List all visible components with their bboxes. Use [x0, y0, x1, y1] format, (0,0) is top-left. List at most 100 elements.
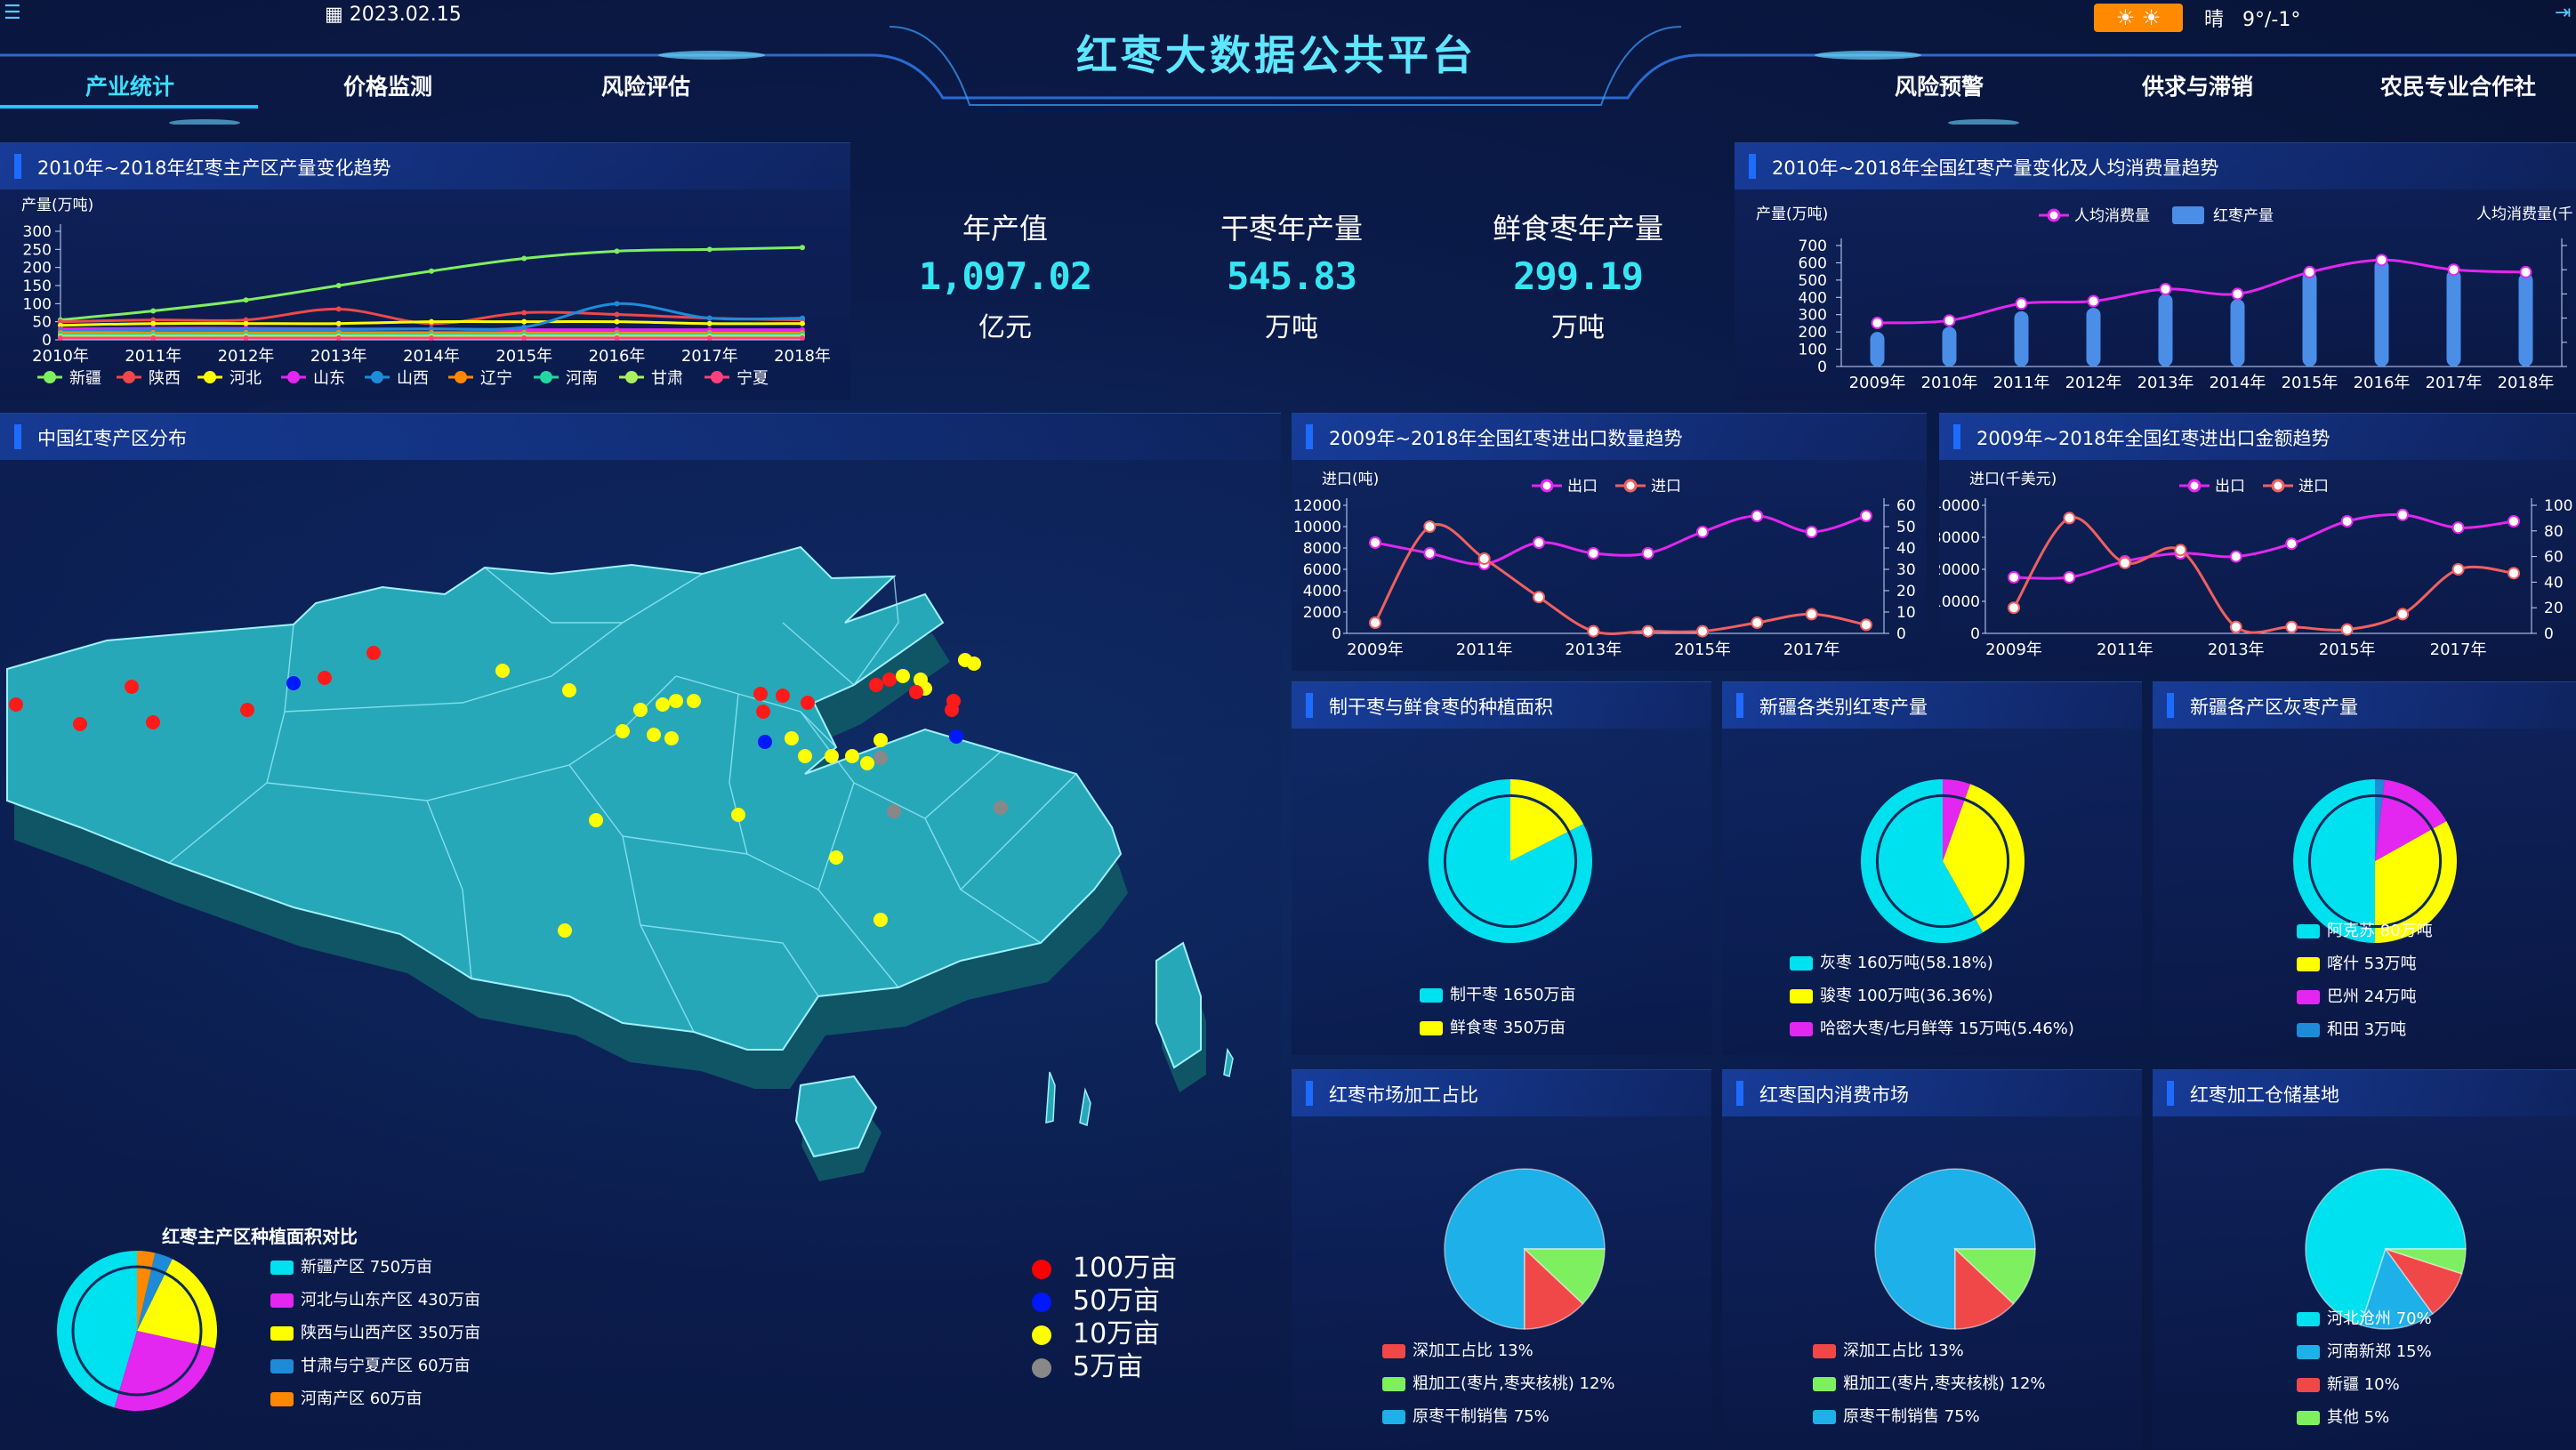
legend-marker: [1540, 479, 1554, 493]
legend-swatch: [1790, 1022, 1813, 1036]
pie-processing: [1444, 1168, 1606, 1330]
panel-title-bar: 2009年~2018年全国红枣进出口数量趋势: [1292, 414, 1927, 460]
legend-swatch: [1382, 1410, 1405, 1424]
legend-label: 新疆产区 750万亩: [301, 1258, 433, 1277]
pie-slice-河北与山东产区 430万亩: [114, 1331, 215, 1411]
y2-axis-label: 人均消费量(千: [2476, 205, 2573, 223]
x-tick-label: 2016年: [589, 347, 646, 366]
pie-legend: 深加工占比 13% 粗加工(枣片,枣夹核桃) 12% 原枣干制销售 75%: [1813, 1338, 2046, 1437]
pie-legend-item: 陕西与山西产区 350万亩: [270, 1320, 480, 1353]
x-tick-label: 2011年: [125, 347, 181, 366]
legend-label: 哈密大枣/七月鲜等 15万吨(5.46%): [1820, 1019, 2074, 1038]
data-point: [2375, 254, 2388, 267]
pie-legend-item: 粗加工(枣片,枣夹核桃) 12%: [1813, 1371, 2046, 1404]
menu-icon[interactable]: ☰: [4, 2, 21, 24]
data-point: [521, 310, 527, 316]
y2-tick-label: 20: [1896, 583, 1916, 600]
stat-label: 鲜食枣年产量: [1492, 212, 1663, 246]
pie-xinjiang-types: [1861, 779, 2025, 943]
series-line-出口: [2013, 513, 2515, 580]
panel-title-bar: 制干枣与鲜食枣的种植面积: [1292, 682, 1711, 729]
data-point: [1751, 616, 1764, 629]
legend-swatch: [1790, 989, 1813, 1003]
stat-label: 干枣年产量: [1220, 212, 1363, 246]
legend-swatch: [2297, 957, 2320, 971]
pie-legend-item: 骏枣 100万吨(36.36%): [1790, 983, 2074, 1016]
y-tick-label: 300: [23, 223, 52, 241]
y2-tick-label: 0: [1896, 625, 1906, 643]
x-tick-label: 2011年: [1993, 374, 2050, 392]
legend-swatch: [1813, 1377, 1836, 1391]
legend-swatch: [2297, 1023, 2320, 1037]
pie-inner-ring: [1443, 793, 1578, 929]
legend-swatch: [1382, 1344, 1405, 1358]
data-point: [335, 334, 342, 341]
legend-label: 进口: [2298, 478, 2329, 495]
pie-slice-阿克苏 80万吨: [2293, 779, 2375, 943]
data-point: [243, 334, 249, 341]
legend-label: 河南: [566, 369, 598, 388]
stat-fresh-output: 鲜食枣年产量 299.19 万吨: [1453, 206, 1703, 344]
y-tick-label: 10000: [1939, 593, 1980, 611]
panel-title-bar: 新疆各产区灰枣产量: [2153, 682, 2576, 729]
panel-title-bar: 2010年~2018年全国红枣产量变化及人均消费量趋势: [1735, 143, 2576, 189]
bar-2013年: [2158, 294, 2173, 367]
data-point: [2063, 571, 2076, 584]
nav-tab-price[interactable]: 价格监测: [343, 74, 433, 100]
nav-tab-risk-assess[interactable]: 风险评估: [601, 74, 691, 100]
legend-label: 陕西与山西产区 350万亩: [301, 1324, 481, 1342]
pie-legend-item: 和田 3万吨: [2297, 1017, 2433, 1050]
y2-tick-label: 50: [1896, 519, 1916, 536]
y2-tick-label: 40: [2544, 574, 2564, 592]
legend-swatch: [2297, 1345, 2320, 1359]
legend-swatch: [270, 1359, 294, 1373]
legend-swatch: [2172, 206, 2204, 224]
legend-label: 粗加工(枣片,枣夹核桃) 12%: [1843, 1374, 2046, 1393]
legend-marker: [625, 371, 638, 383]
x-tick-label: 2016年: [2354, 374, 2411, 392]
legend-label: 河北: [229, 369, 262, 388]
panel-title: 中国红枣产区分布: [37, 428, 187, 449]
data-point: [2303, 265, 2316, 278]
nav-tab-supply[interactable]: 供求与滞销: [2142, 74, 2254, 100]
x-tick-label: 2017年: [2430, 640, 2487, 659]
legend-label: 原枣干制销售 75%: [1413, 1407, 1550, 1426]
exit-icon[interactable]: ⇥: [2555, 2, 2572, 24]
pie-inner-ring: [2307, 793, 2443, 929]
nav-tab-industry[interactable]: 产业统计: [85, 74, 175, 100]
x-tick-label: 2015年: [1674, 640, 1731, 659]
legend-label: 出口: [2215, 478, 2245, 495]
data-point: [1369, 616, 1381, 629]
pie-legend-item: 粗加工(枣片,枣夹核桃) 12%: [1382, 1371, 1615, 1404]
panel-title: 2010年~2018年红枣主产区产量变化趋势: [37, 157, 391, 179]
sun-icon: ☀ ☀: [2094, 4, 2183, 32]
legend-label: 辽宁: [480, 369, 512, 388]
panel-import-export-qty: 2009年~2018年全国红枣进出口数量趋势: [1292, 413, 1927, 671]
y-tick-label: 0: [1332, 625, 1341, 643]
data-point: [521, 334, 527, 341]
legend-label: 其他 5%: [2327, 1408, 2390, 1427]
legend-label: 甘肃: [651, 369, 683, 388]
china-map[interactable]: [0, 463, 1281, 1192]
panel-title: 2010年~2018年全国红枣产量变化及人均消费量趋势: [1772, 157, 2219, 179]
map-markers: [9, 646, 1008, 938]
pie-legend-item: 阿克苏 80万吨: [2297, 918, 2433, 951]
stat-value: 1,097.02: [918, 254, 1092, 298]
map-legend: 100万亩 50万亩 10万亩 5万亩: [1032, 1245, 1177, 1382]
panel-title-bar: 红枣国内消费市场: [1722, 1070, 2142, 1116]
data-point: [2229, 550, 2242, 563]
y2-tick-label: 0: [2544, 625, 2554, 643]
x-tick-label: 2015年: [495, 347, 552, 366]
data-point: [1423, 520, 1437, 533]
stat-output-value: 年产值 1,097.02 亿元: [881, 206, 1130, 344]
y-tick-label: 700: [1799, 238, 1827, 255]
pie-slice-骏枣 100万吨(36.36%): [1943, 784, 2025, 933]
data-point: [2008, 601, 2020, 615]
data-point: [614, 318, 620, 325]
nav-tab-coop[interactable]: 农民专业合作社: [2380, 74, 2537, 100]
legend-marker: [287, 371, 300, 383]
x-tick-label: 2009年: [1347, 640, 1404, 659]
nav-tab-risk-warning[interactable]: 风险预警: [1895, 74, 1984, 100]
pie-legend: 新疆产区 750万亩 河北与山东产区 430万亩 陕西与山西产区 350万亩 甘肃与宁…: [270, 1254, 480, 1419]
data-point: [1477, 552, 1491, 565]
